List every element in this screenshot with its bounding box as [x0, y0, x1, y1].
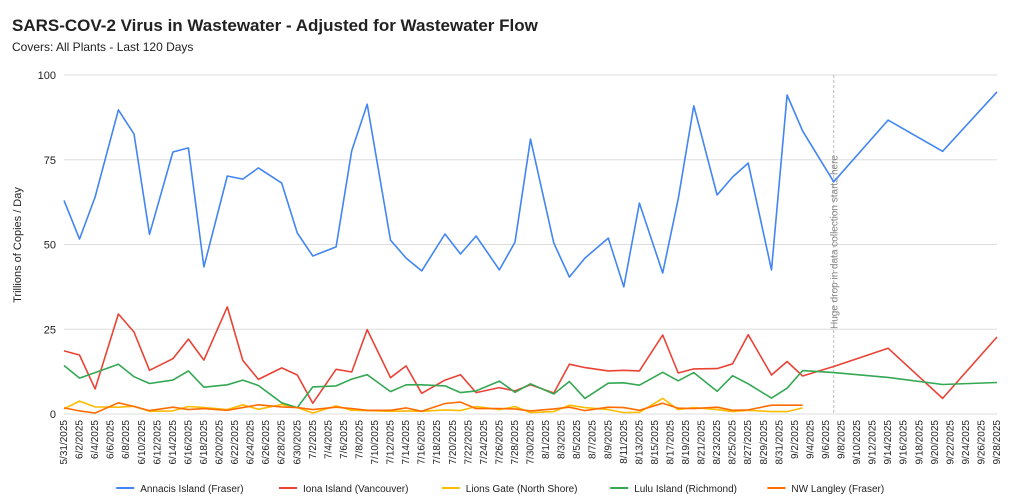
legend-label: Annacis Island (Fraser): [140, 484, 243, 495]
x-tick-label: 9/4/2025: [805, 420, 816, 459]
x-tick-label: 7/30/2025: [526, 420, 537, 465]
series-line: [63, 401, 803, 414]
x-tick-label: 8/1/2025: [541, 420, 552, 459]
x-tick-label: 8/5/2025: [572, 420, 583, 459]
legend-label: Lions Gate (North Shore): [466, 484, 578, 495]
x-tick-label: 6/4/2025: [90, 420, 101, 459]
legend-label: Iona Island (Vancouver): [303, 484, 408, 495]
x-tick-label: 6/24/2025: [246, 420, 257, 465]
x-tick-label: 9/16/2025: [899, 420, 910, 465]
x-tick-label: 6/16/2025: [183, 420, 194, 465]
x-tick-label: 7/6/2025: [339, 420, 350, 459]
x-tick-label: 7/2/2025: [308, 420, 319, 459]
x-tick-label: 6/2/2025: [75, 420, 86, 459]
x-tick-label: 8/15/2025: [650, 420, 661, 465]
x-tick-label: 6/30/2025: [292, 420, 303, 465]
x-tick-label: 9/18/2025: [914, 420, 925, 465]
x-tick-label: 9/20/2025: [930, 420, 941, 465]
x-tick-label: 8/29/2025: [759, 420, 770, 465]
x-tick-label: 8/13/2025: [634, 420, 645, 465]
x-tick-label: 7/26/2025: [494, 420, 505, 465]
x-tick-label: 7/18/2025: [432, 420, 443, 465]
x-tick-label: 9/24/2025: [961, 420, 972, 465]
x-tick-label: 9/6/2025: [821, 420, 832, 459]
x-tick-label: 8/21/2025: [697, 420, 708, 465]
x-tick-label: 8/17/2025: [665, 420, 676, 465]
y-tick-label: 100: [38, 70, 56, 82]
chart-title: SARS-COV-2 Virus in Wastewater - Adjuste…: [12, 16, 539, 35]
x-tick-label: 7/10/2025: [370, 420, 381, 465]
x-tick-label: 7/20/2025: [448, 420, 459, 465]
x-tick-label: 8/31/2025: [774, 420, 785, 465]
x-tick-label: 8/27/2025: [743, 420, 754, 465]
x-tick-label: 8/19/2025: [681, 420, 692, 465]
series-line: [63, 91, 998, 288]
x-tick-label: 9/8/2025: [837, 420, 848, 459]
x-tick-label: 6/6/2025: [106, 420, 117, 459]
y-tick-label: 50: [44, 240, 56, 252]
x-tick-label: 6/28/2025: [277, 420, 288, 465]
x-tick-label: 9/28/2025: [992, 420, 1003, 465]
x-tick-label: 8/11/2025: [619, 420, 630, 464]
x-tick-label: 7/22/2025: [463, 420, 474, 465]
legend-label: NW Langley (Fraser): [791, 484, 884, 495]
x-tick-label: 5/31/2025: [59, 420, 70, 465]
x-tick-label: 7/16/2025: [417, 420, 428, 465]
y-tick-label: 0: [50, 409, 56, 421]
x-tick-label: 9/22/2025: [945, 420, 956, 465]
y-tick-label: 75: [44, 155, 56, 167]
x-tick-label: 7/4/2025: [323, 420, 334, 459]
y-tick-label: 25: [44, 324, 56, 336]
x-tick-label: 9/10/2025: [852, 420, 863, 465]
x-tick-label: 9/2/2025: [790, 420, 801, 459]
x-tick-label: 7/24/2025: [479, 420, 490, 465]
series-line: [63, 363, 998, 409]
chart-subtitle: Covers: All Plants - Last 120 Days: [12, 40, 193, 54]
x-tick-label: 9/14/2025: [883, 420, 894, 465]
x-tick-label: 9/26/2025: [976, 420, 987, 465]
series-line: [63, 397, 803, 414]
x-tick-label: 6/20/2025: [215, 420, 226, 465]
x-tick-label: 6/12/2025: [152, 420, 163, 465]
x-tick-label: 7/12/2025: [386, 420, 397, 465]
x-tick-label: 6/10/2025: [137, 420, 148, 465]
series-line: [63, 306, 998, 404]
x-tick-label: 6/18/2025: [199, 420, 210, 465]
x-tick-label: 6/14/2025: [168, 420, 179, 465]
x-tick-label: 8/7/2025: [588, 420, 599, 459]
x-tick-label: 6/26/2025: [261, 420, 272, 465]
x-tick-label: 8/3/2025: [557, 420, 568, 459]
x-tick-label: 9/12/2025: [868, 420, 879, 465]
x-tick-label: 8/23/2025: [712, 420, 723, 465]
x-tick-label: 8/25/2025: [728, 420, 739, 465]
x-tick-label: 7/8/2025: [354, 420, 365, 459]
y-axis-title: Trillions of Copies / Day: [12, 187, 24, 303]
x-tick-label: 8/9/2025: [603, 420, 614, 459]
annotation: Huge drop in data collection starts here: [830, 155, 841, 329]
x-tick-label: 7/28/2025: [510, 420, 521, 465]
x-tick-label: 7/14/2025: [401, 420, 412, 465]
legend-label: Lulu Island (Richmond): [634, 484, 737, 495]
x-tick-label: 6/22/2025: [230, 420, 241, 465]
x-tick-label: 6/8/2025: [121, 420, 132, 459]
